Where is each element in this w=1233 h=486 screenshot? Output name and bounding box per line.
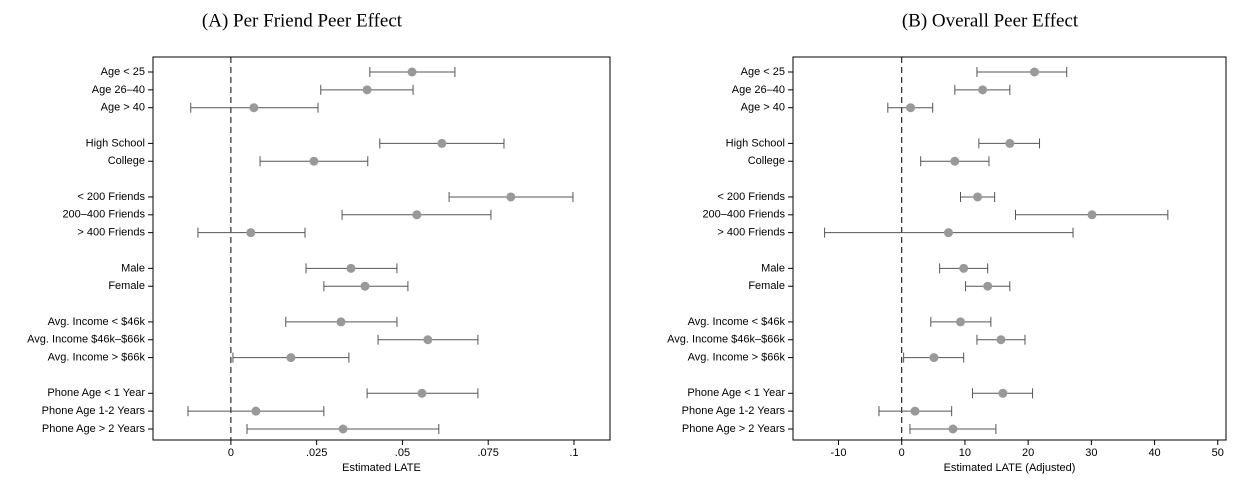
point	[944, 228, 954, 238]
y-tick-label: Age > 40	[101, 102, 145, 114]
point	[906, 103, 916, 113]
x-tick-label: 0	[228, 447, 234, 459]
y-tick-label: Phone Age 1-2 Years	[682, 405, 786, 417]
point	[1005, 138, 1015, 148]
point	[309, 156, 319, 166]
y-tick-label: Age < 25	[741, 66, 785, 78]
point	[437, 138, 447, 148]
point	[948, 424, 958, 434]
x-axis-label: Estimated LATE	[342, 462, 421, 474]
y-tick-label: Avg. Income < $46k	[48, 316, 146, 328]
point	[910, 406, 920, 416]
y-tick-label: 200–400 Friends	[62, 209, 145, 221]
y-tick-label: > 400 Friends	[717, 227, 785, 239]
x-tick-label: .05	[395, 447, 410, 459]
x-tick-label: 10	[959, 447, 971, 459]
y-tick-label: Phone Age < 1 Year	[687, 387, 785, 399]
point	[506, 192, 516, 202]
point	[423, 335, 433, 345]
y-tick-label: 200–400 Friends	[702, 209, 785, 221]
y-tick-label: College	[108, 155, 145, 167]
y-tick-label: Male	[121, 262, 145, 274]
x-tick-label: .025	[306, 447, 327, 459]
chart-title: (A) Per Friend Peer Effect	[202, 10, 403, 31]
x-tick-label: .1	[569, 447, 578, 459]
x-tick-label: -10	[831, 447, 847, 459]
point	[929, 353, 939, 363]
point	[1029, 67, 1039, 77]
point	[998, 388, 1008, 398]
y-tick-label: Avg. Income $46k–$66k	[667, 334, 785, 346]
point	[983, 281, 993, 291]
y-tick-label: Age > 40	[741, 102, 785, 114]
y-tick-label: Male	[761, 262, 785, 274]
y-tick-label: High School	[86, 137, 145, 149]
y-tick-label: High School	[726, 137, 785, 149]
point	[346, 263, 356, 273]
point	[956, 317, 966, 327]
y-tick-label: Phone Age 1-2 Years	[42, 405, 146, 417]
y-tick-label: Avg. Income > $66k	[48, 352, 146, 364]
plot-frame	[792, 56, 1227, 441]
chart-title: (B) Overall Peer Effect	[902, 10, 1079, 31]
y-tick-label: Phone Age > 2 Years	[682, 423, 786, 435]
point	[336, 317, 346, 327]
y-tick-label: Phone Age > 2 Years	[42, 423, 146, 435]
y-tick-label: Age 26–40	[92, 84, 145, 96]
point	[978, 85, 988, 95]
y-tick-label: Phone Age < 1 Year	[47, 387, 145, 399]
point	[407, 67, 417, 77]
point	[996, 335, 1006, 345]
y-tick-label: Avg. Income < $46k	[688, 316, 786, 328]
point	[251, 406, 261, 416]
point	[338, 424, 348, 434]
point	[360, 281, 370, 291]
y-tick-label: College	[748, 155, 785, 167]
point	[246, 228, 256, 238]
y-tick-label: Age 26–40	[732, 84, 785, 96]
x-tick-label: .075	[477, 447, 498, 459]
y-tick-label: Avg. Income > $66k	[688, 352, 786, 364]
y-tick-label: Female	[748, 280, 785, 292]
point	[973, 192, 983, 202]
y-tick-label: > 400 Friends	[77, 227, 145, 239]
point	[959, 263, 969, 273]
x-tick-label: 40	[1148, 447, 1160, 459]
y-tick-label: < 200 Friends	[717, 191, 785, 203]
y-tick-label: < 200 Friends	[77, 191, 145, 203]
y-tick-label: Female	[108, 280, 145, 292]
point	[417, 388, 427, 398]
point	[286, 353, 296, 363]
point	[1087, 210, 1097, 220]
point	[412, 210, 422, 220]
point	[950, 156, 960, 166]
y-tick-label: Age < 25	[101, 66, 145, 78]
x-tick-label: 0	[899, 447, 905, 459]
plot-frame	[152, 56, 611, 441]
x-tick-label: 20	[1022, 447, 1034, 459]
y-tick-label: Avg. Income $46k–$66k	[27, 334, 145, 346]
point	[362, 85, 372, 95]
x-tick-label: 30	[1085, 447, 1097, 459]
x-axis-label: Estimated LATE (Adjusted)	[944, 462, 1076, 474]
point	[249, 103, 259, 113]
x-tick-label: 50	[1212, 447, 1224, 459]
